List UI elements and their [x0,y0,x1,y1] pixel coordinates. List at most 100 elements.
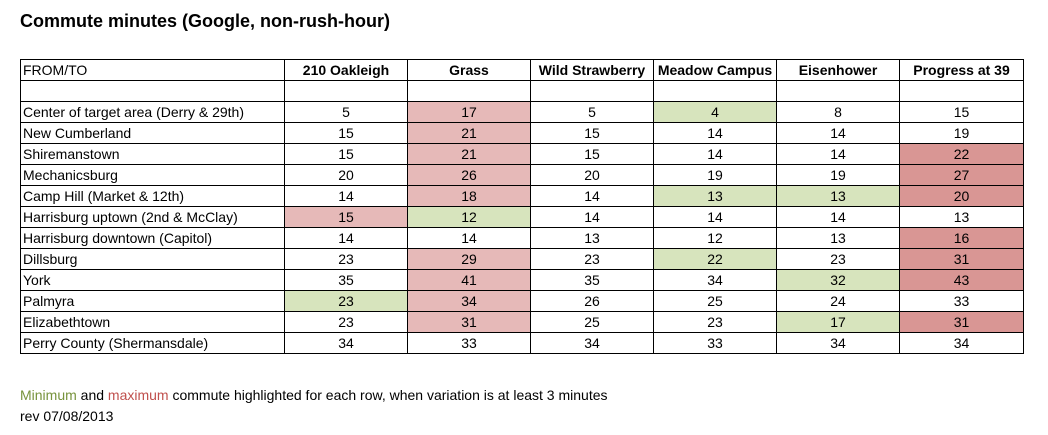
table-cell: 22 [899,143,1024,165]
table-cell: 15 [284,206,408,228]
table-cell: 27 [899,164,1024,186]
table-cell: 14 [653,122,777,144]
row-label: Palmyra [20,290,285,312]
table-cell: 34 [530,332,654,354]
table-cell: 14 [653,143,777,165]
table-cell: 13 [899,206,1024,228]
table-cell: 14 [776,143,900,165]
table-cell: 4 [653,101,777,123]
table-cell: 35 [530,269,654,291]
row-label: New Cumberland [20,122,285,144]
row-label: Shiremanstown [20,143,285,165]
table-cell: 15 [284,122,408,144]
row-label: Harrisburg downtown (Capitol) [20,227,285,249]
table-cell: 23 [284,248,408,270]
blank-cell [284,80,408,102]
revision-date: rev 07/08/2013 [20,408,114,424]
legend-rest: commute highlighted for each row, when v… [168,387,608,403]
table-cell: 19 [899,122,1024,144]
table-cell: 23 [530,248,654,270]
page-title: Commute minutes (Google, non-rush-hour) [20,11,390,31]
table-cell: 20 [284,164,408,186]
column-header: Grass [407,59,531,81]
table-row: Perry County (Shermansdale) 34 33 34 33 34 34 [20,332,1024,354]
table-cell: 35 [284,269,408,291]
table-cell: 14 [284,227,408,249]
blank-cell [20,80,285,102]
column-header: Progress at 39 [899,59,1024,81]
row-label: Harrisburg uptown (2nd & McClay) [20,206,285,228]
table-cell: 34 [776,332,900,354]
table-cell: 14 [776,122,900,144]
table-cell: 13 [776,185,900,207]
table-cell: 20 [899,185,1024,207]
legend-note: Minimum and maximum commute highlighted … [20,385,608,406]
table-cell: 13 [653,185,777,207]
table-cell: 14 [407,227,531,249]
column-header: Meadow Campus [653,59,777,81]
table-cell: 29 [407,248,531,270]
table-cell: 34 [899,332,1024,354]
table-cell: 8 [776,101,900,123]
row-label: Perry County (Shermansdale) [20,332,285,354]
table-cell: 15 [530,122,654,144]
table-cell: 32 [776,269,900,291]
corner-header: FROM/TO [20,59,285,81]
row-label: Dillsburg [20,248,285,270]
row-label: Elizabethtown [20,311,285,333]
table-cell: 16 [899,227,1024,249]
table-cell: 31 [407,311,531,333]
blank-cell [407,80,531,102]
header-row: FROM/TO 210 Oakleigh Grass Wild Strawberry M… [20,59,1024,81]
maximum-word: maximum [107,387,169,403]
table-cell: 12 [653,227,777,249]
table-cell: 12 [407,206,531,228]
table-row: Harrisburg downtown (Capitol) 14 14 13 12 13 1… [20,227,1024,249]
table-cell: 5 [284,101,408,123]
footer: Minimum and maximum commute highlighted … [20,385,608,427]
table-cell: 25 [653,290,777,312]
table-cell: 23 [284,290,408,312]
table-row: Shiremanstown 15 21 15 14 14 22 [20,143,1024,165]
table-cell: 41 [407,269,531,291]
table-cell: 14 [284,185,408,207]
blank-row [20,80,1024,102]
table-cell: 25 [530,311,654,333]
table-row: Camp Hill (Market & 12th) 14 18 14 13 13 20 [20,185,1024,207]
table-cell: 15 [284,143,408,165]
table-cell: 22 [653,248,777,270]
table-cell: 14 [530,185,654,207]
table-cell: 26 [530,290,654,312]
table-cell: 21 [407,143,531,165]
table-cell: 21 [407,122,531,144]
column-header: Eisenhower [776,59,900,81]
row-label: York [20,269,285,291]
blank-cell [776,80,900,102]
table-row: Mechanicsburg 20 26 20 19 19 27 [20,164,1024,186]
table-row: Center of target area (Derry & 29th) 5 17 5… [20,101,1024,123]
table-cell: 19 [776,164,900,186]
table-cell: 34 [407,290,531,312]
table-cell: 14 [776,206,900,228]
blank-cell [653,80,777,102]
table-cell: 26 [407,164,531,186]
table-cell: 18 [407,185,531,207]
table-cell: 13 [776,227,900,249]
table-cell: 14 [653,206,777,228]
table-row: York 35 41 35 34 32 43 [20,269,1024,291]
commute-table: FROM/TO 210 Oakleigh Grass Wild Strawberry M… [20,59,1024,354]
blank-cell [899,80,1024,102]
table-cell: 15 [530,143,654,165]
blank-cell [530,80,654,102]
column-header: Wild Strawberry [530,59,654,81]
table-row: New Cumberland 15 21 15 14 14 19 [20,122,1024,144]
table-cell: 14 [530,206,654,228]
minimum-word: Minimum [20,387,77,403]
table-cell: 5 [530,101,654,123]
table-cell: 31 [899,248,1024,270]
table-cell: 33 [899,290,1024,312]
table-cell: 23 [284,311,408,333]
table-cell: 33 [653,332,777,354]
table-cell: 23 [776,248,900,270]
table-row: Dillsburg 23 29 23 22 23 31 [20,248,1024,270]
